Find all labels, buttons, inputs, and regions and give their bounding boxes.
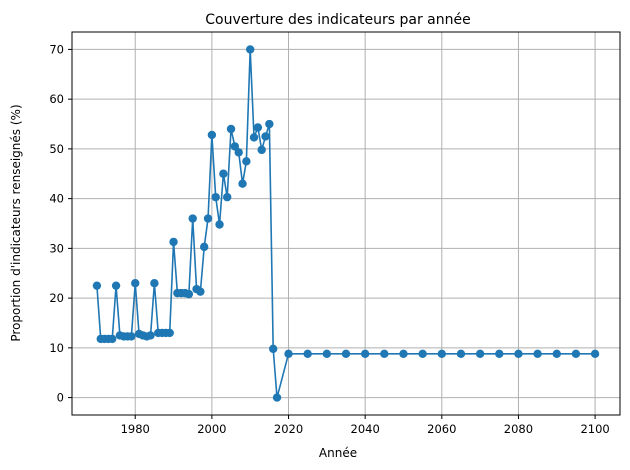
data-point	[257, 145, 266, 155]
data-point	[475, 349, 485, 359]
data-point	[284, 349, 293, 359]
data-point	[188, 214, 197, 223]
data-point	[131, 278, 140, 288]
data-point	[230, 142, 240, 151]
data-point	[245, 45, 255, 54]
data-point	[165, 328, 174, 338]
data-point	[514, 349, 523, 359]
data-point	[127, 332, 136, 341]
data-point	[200, 242, 209, 252]
data-point	[215, 220, 224, 229]
chart-title: Couverture des indicateurs par année	[205, 12, 471, 28]
data-point	[268, 344, 278, 354]
y-tick-label: 40	[49, 192, 64, 206]
data-point	[223, 192, 232, 202]
data-point	[226, 124, 236, 134]
data-point	[303, 349, 312, 359]
y-tick-label: 60	[49, 92, 64, 106]
data-point	[456, 349, 466, 359]
x-tick-label: 2000	[197, 422, 226, 436]
data-point	[533, 349, 542, 359]
data-point	[203, 214, 213, 223]
ticks: 1980 2000 2020 2040 2060 2080 2100 0 10 20 30 40 50 6…	[49, 42, 609, 436]
data-point	[322, 349, 332, 359]
data-point	[552, 349, 561, 359]
data-point	[261, 132, 270, 141]
y-tick-label: 50	[49, 142, 64, 156]
data-point	[590, 349, 600, 359]
data-point	[242, 157, 251, 166]
data-point	[146, 331, 155, 340]
grid	[72, 32, 620, 415]
data-point	[418, 349, 427, 359]
data-point	[150, 278, 159, 288]
data-point	[238, 179, 247, 188]
data-point	[111, 281, 121, 290]
x-tick-label: 2020	[274, 422, 303, 436]
x-tick-label: 2060	[427, 422, 456, 436]
y-tick-label: 0	[57, 391, 64, 405]
y-tick-label: 70	[49, 42, 64, 56]
data-point	[207, 130, 217, 140]
data-point	[184, 289, 194, 299]
data-point	[341, 349, 351, 359]
data-point	[437, 349, 447, 359]
data-point	[265, 119, 274, 129]
data-point	[92, 281, 102, 290]
data-point	[380, 349, 389, 359]
x-tick-label: 2100	[580, 422, 609, 436]
data-point	[360, 349, 370, 359]
data-point	[495, 349, 504, 359]
data-point	[234, 148, 243, 157]
x-axis-label: Année	[319, 446, 357, 460]
y-tick-label: 30	[49, 241, 64, 255]
data-point	[249, 133, 259, 142]
data-point	[108, 334, 117, 344]
y-axis-label: Proportion d'indicateurs renseignés (%)	[9, 104, 23, 341]
x-tick-label: 2080	[504, 422, 533, 436]
data-point	[211, 192, 220, 202]
data-point	[399, 349, 408, 359]
x-tick-label: 2040	[351, 422, 380, 436]
data-point	[272, 393, 282, 402]
data-point	[169, 237, 178, 247]
y-tick-label: 20	[49, 291, 64, 305]
data-point	[253, 123, 263, 132]
data-point	[571, 349, 581, 359]
series-line	[96, 48, 596, 399]
data-point	[219, 169, 228, 178]
series	[92, 45, 600, 402]
data-point	[196, 287, 205, 296]
x-tick-label: 1980	[121, 422, 150, 436]
plot-frame	[71, 31, 621, 416]
y-tick-label: 10	[49, 341, 64, 355]
